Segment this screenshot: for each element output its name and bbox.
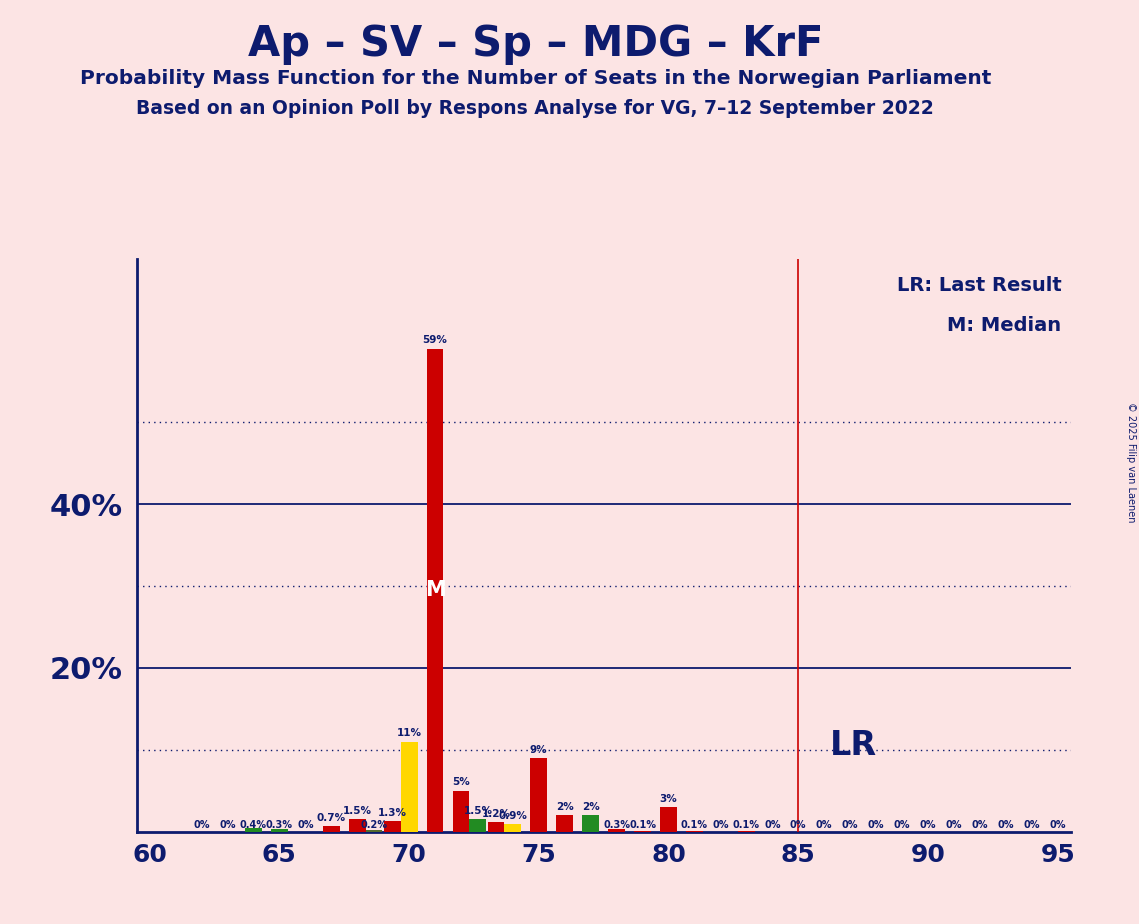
Bar [427, 348, 443, 832]
Text: LR: Last Result: LR: Last Result [896, 276, 1062, 295]
Text: 0.7%: 0.7% [317, 812, 346, 822]
Text: 3%: 3% [659, 794, 678, 804]
Text: M: Median: M: Median [948, 316, 1062, 335]
Text: 0%: 0% [868, 820, 884, 830]
Bar [505, 824, 522, 832]
Text: M: M [425, 580, 445, 601]
Text: 0%: 0% [945, 820, 962, 830]
Text: 0.3%: 0.3% [604, 820, 630, 830]
Bar [366, 830, 383, 832]
Text: 0.1%: 0.1% [629, 820, 656, 830]
Text: 5%: 5% [452, 777, 470, 787]
Bar [349, 820, 366, 832]
Text: Probability Mass Function for the Number of Seats in the Norwegian Parliament: Probability Mass Function for the Number… [80, 69, 991, 89]
Text: 0%: 0% [297, 820, 313, 830]
Text: 0%: 0% [894, 820, 910, 830]
Text: Ap – SV – Sp – MDG – KrF: Ap – SV – Sp – MDG – KrF [247, 23, 823, 65]
Bar [531, 758, 547, 832]
Bar [452, 791, 469, 832]
Text: 9%: 9% [530, 745, 548, 755]
Text: 0%: 0% [842, 820, 859, 830]
Text: 0%: 0% [1024, 820, 1040, 830]
Bar [245, 828, 262, 832]
Bar [661, 807, 677, 832]
Bar [401, 742, 418, 832]
Text: 0%: 0% [219, 820, 236, 830]
Bar [384, 821, 401, 832]
Text: 0%: 0% [972, 820, 989, 830]
Bar [469, 820, 486, 832]
Text: 0.9%: 0.9% [499, 811, 527, 821]
Text: 0%: 0% [712, 820, 729, 830]
Text: © 2025 Filip van Laenen: © 2025 Filip van Laenen [1126, 402, 1136, 522]
Bar [322, 826, 339, 832]
Text: 0%: 0% [998, 820, 1014, 830]
Text: 59%: 59% [423, 335, 448, 346]
Text: 0.1%: 0.1% [732, 820, 760, 830]
Text: 0%: 0% [919, 820, 936, 830]
Bar [582, 815, 599, 832]
Text: 0%: 0% [1049, 820, 1066, 830]
Text: 2%: 2% [556, 802, 574, 812]
Text: 0%: 0% [194, 820, 210, 830]
Text: 0%: 0% [790, 820, 806, 830]
Text: 0%: 0% [816, 820, 833, 830]
Text: 1.5%: 1.5% [464, 806, 492, 816]
Bar [487, 821, 505, 832]
Text: 1.3%: 1.3% [378, 808, 407, 818]
Text: 0%: 0% [764, 820, 780, 830]
Bar [556, 815, 573, 832]
Text: Based on an Opinion Poll by Respons Analyse for VG, 7–12 September 2022: Based on an Opinion Poll by Respons Anal… [137, 99, 934, 118]
Text: 11%: 11% [396, 728, 421, 738]
Text: 2%: 2% [582, 802, 599, 812]
Text: 1.5%: 1.5% [343, 806, 371, 816]
Text: 0.2%: 0.2% [361, 820, 387, 830]
Text: 0.3%: 0.3% [265, 820, 293, 830]
Text: 0.4%: 0.4% [240, 820, 267, 830]
Text: LR: LR [829, 729, 877, 762]
Text: 1.2%: 1.2% [482, 808, 510, 819]
Text: 0.1%: 0.1% [681, 820, 708, 830]
Bar [608, 829, 625, 832]
Bar [271, 829, 288, 832]
